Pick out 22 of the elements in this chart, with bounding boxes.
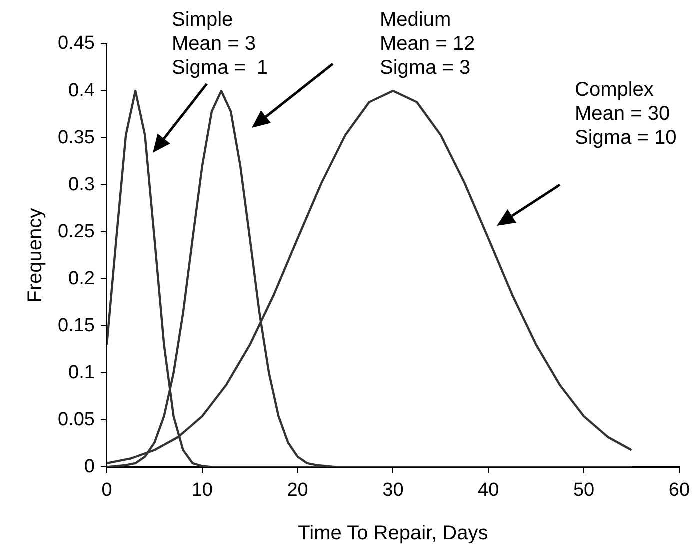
y-tick-label: 0.1: [68, 362, 95, 384]
x-tick-label: 50: [573, 480, 595, 501]
y-tick-label: 0.45: [58, 33, 95, 54]
x-axis-title: Time To Repair, Days: [298, 522, 488, 545]
y-tick-label: 0.15: [58, 315, 95, 336]
y-tick-label: 0.25: [58, 221, 95, 242]
y-tick-label: 0.3: [68, 174, 95, 196]
x-tick-label: 40: [478, 480, 500, 501]
x-tick-label: 60: [668, 480, 690, 501]
x-tick-label: 30: [382, 480, 404, 501]
y-tick-label: 0.4: [68, 80, 96, 102]
y-tick-label: 0.05: [58, 409, 95, 430]
annotation: Medium Mean = 12 Sigma = 3: [380, 8, 476, 80]
y-axis-title: Frequency: [24, 208, 47, 303]
x-tick-label: 20: [287, 480, 308, 501]
y-tick-label: 0.2: [68, 268, 95, 290]
y-tick-label: 0: [84, 456, 95, 478]
y-tick-label: 0.35: [58, 127, 95, 148]
x-tick-label: 0: [102, 480, 112, 501]
annotation: Simple Mean = 3 Sigma = 1: [172, 8, 268, 80]
annotation: Complex Mean = 30 Sigma = 10: [575, 78, 677, 150]
x-tick-label: 10: [192, 480, 213, 501]
